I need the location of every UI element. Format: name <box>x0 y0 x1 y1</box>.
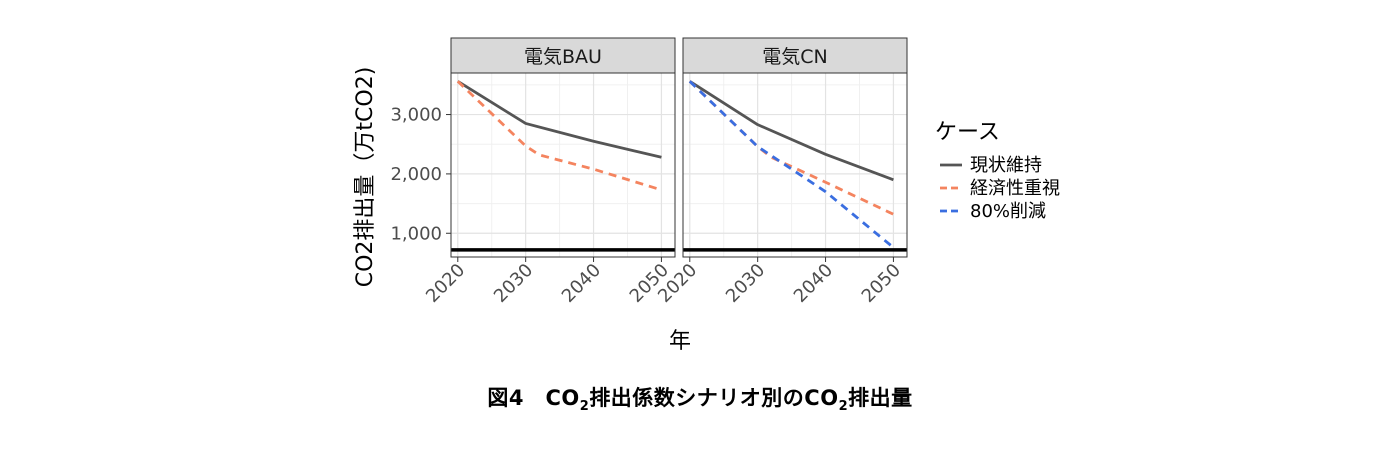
series-line-現状維持 <box>689 80 894 182</box>
caption-suffix: 排出量 <box>848 386 913 410</box>
caption-subscript-2: 2 <box>838 399 849 415</box>
x-tick-label: 2040 <box>790 260 837 307</box>
y-tick-label: 2,000 <box>390 164 442 185</box>
series-line-80%削減 <box>688 80 895 249</box>
x-tick-label: 2050 <box>858 260 905 307</box>
caption-subscript-1: 2 <box>579 399 590 415</box>
y-tick-label: 1,000 <box>390 223 442 244</box>
legend-entry: 経済性重視 <box>970 178 1060 199</box>
x-tick-label: 2030 <box>722 260 769 307</box>
caption-middle: 排出係数シナリオ別のCO <box>589 386 839 410</box>
x-axis-title: 年 <box>669 329 691 354</box>
facet-strip <box>450 37 676 74</box>
panel-border <box>682 72 908 258</box>
facet-panel-1: 電気BAU <box>450 37 676 258</box>
plot-background <box>451 73 675 257</box>
facet-label: 電気CN <box>762 46 827 68</box>
legend-entry: 現状維持 <box>970 155 1042 176</box>
y-tick-label: 3,000 <box>390 105 442 126</box>
x-tick-label: 2040 <box>558 260 605 307</box>
y-axis-title: CO2排出量（万tCO2) <box>353 67 378 288</box>
facet-panel-2: 電気CN <box>682 37 908 258</box>
series-line-経済性重視 <box>456 80 662 192</box>
legend-entry: 80%削減 <box>970 201 1046 222</box>
caption-prefix: 図4 CO <box>487 386 580 410</box>
facet-strip <box>682 37 908 74</box>
co2-emissions-chart: 電気BAU 電気CN 1,000 2,000 3,000 2020 2030 2040 20… <box>353 37 1060 354</box>
panel-border <box>450 72 676 258</box>
x-tick-label: 2020 <box>422 260 469 307</box>
plot-background <box>683 73 907 257</box>
figure-caption: 図4 CO2排出係数シナリオ別のCO2排出量 <box>0 382 1400 414</box>
x-tick-label: 2030 <box>490 260 537 307</box>
legend-title: ケース <box>935 120 1000 145</box>
facet-label: 電気BAU <box>524 46 602 68</box>
series-line-現状維持 <box>457 80 662 159</box>
